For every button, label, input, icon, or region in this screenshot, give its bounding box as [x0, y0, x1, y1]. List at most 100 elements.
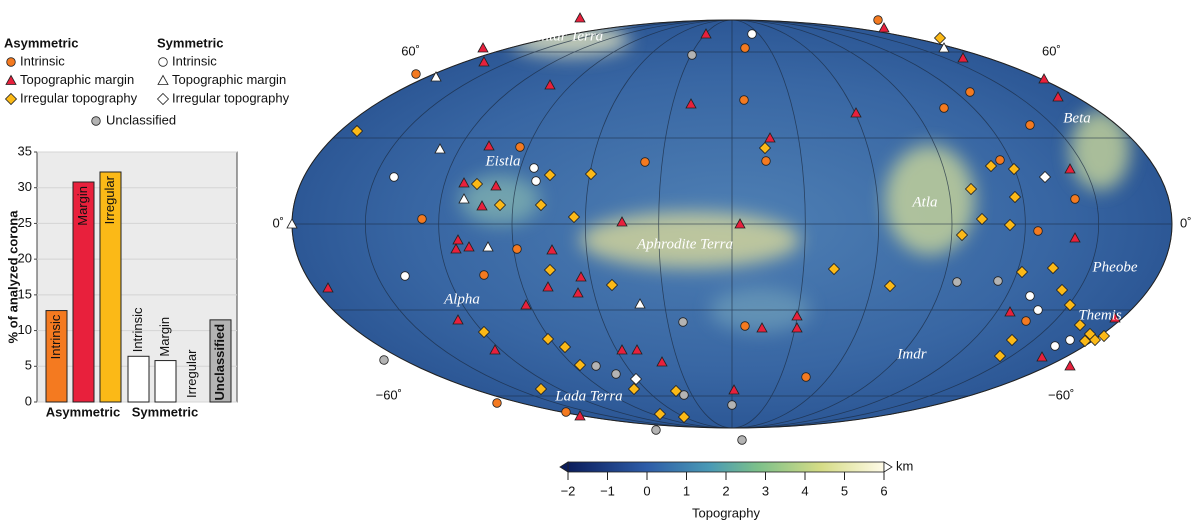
marker: [434, 143, 446, 154]
marker: [1021, 316, 1031, 326]
marker: [542, 281, 554, 292]
marker: [452, 314, 464, 325]
marker: [605, 278, 619, 292]
markers: [286, 12, 1121, 445]
legend-label: Topographic margin: [20, 72, 134, 87]
marker: [627, 382, 641, 396]
y-tick-label: 0: [25, 393, 32, 408]
marker: [574, 12, 586, 23]
y-tick-label: 10: [18, 322, 32, 337]
colorbar-tick-label: 4: [801, 483, 808, 498]
bar-label: Margin: [75, 186, 90, 226]
lat-label: −60˚: [376, 387, 402, 402]
marker: [1038, 73, 1050, 84]
marker: [651, 425, 661, 435]
marker: [700, 28, 712, 39]
marker: [482, 241, 494, 252]
marker: [450, 243, 462, 254]
lat-label: 0˚: [272, 215, 284, 230]
region-label: Eistla: [484, 153, 520, 169]
marker: [529, 163, 539, 173]
marker: [653, 407, 667, 421]
marker: [411, 69, 421, 79]
marker: [1015, 265, 1029, 279]
colorbar-tick-label: 6: [880, 483, 887, 498]
marker: [91, 116, 101, 126]
group-label: Symmetric: [132, 404, 198, 419]
marker: [1008, 190, 1022, 204]
marker: [827, 262, 841, 276]
bar-label: Irregular: [184, 349, 199, 398]
marker: [1052, 91, 1064, 102]
legend-label: Unclassified: [106, 112, 176, 127]
marker: [477, 325, 491, 339]
marker: [512, 244, 522, 254]
marker: [534, 198, 548, 212]
marker: [458, 193, 470, 204]
marker: [534, 382, 548, 396]
marker: [629, 372, 643, 386]
marker: [1065, 335, 1075, 345]
marker: [558, 340, 572, 354]
region-label: Aphrodite Terra: [636, 236, 733, 252]
y-tick-label: 35: [18, 143, 32, 158]
marker: [758, 141, 772, 155]
marker: [573, 358, 587, 372]
marker: [728, 384, 740, 395]
marker: [727, 400, 737, 410]
marker: [1004, 306, 1016, 317]
marker: [572, 287, 584, 298]
marker: [740, 321, 750, 331]
region-label: Pheobe: [1092, 259, 1138, 275]
marker: [640, 157, 650, 167]
marker: [452, 234, 464, 245]
marker: [1069, 232, 1081, 243]
y-tick-label: 30: [18, 179, 32, 194]
marker: [995, 155, 1005, 165]
marker: [740, 43, 750, 53]
marker: [1003, 218, 1017, 232]
region-label: Imdr: [896, 346, 926, 362]
legend-label: Topographic margin: [172, 72, 286, 87]
y-tick-label: 20: [18, 251, 32, 266]
group-label: Asymmetric: [46, 404, 120, 419]
marker: [5, 74, 17, 85]
marker: [1063, 298, 1077, 312]
colorbar-tick-label: −2: [561, 483, 576, 498]
marker: [531, 176, 541, 186]
legend-title: Symmetric: [157, 35, 223, 50]
region-label: Ishtar Terra: [530, 28, 603, 44]
bar-label: Intrinsic: [130, 307, 145, 352]
marker: [584, 167, 598, 181]
bar: [45, 310, 68, 403]
marker: [158, 57, 168, 67]
marker: [933, 31, 947, 45]
marker: [656, 356, 668, 367]
colorbar-arrow: [883, 461, 893, 473]
marker: [541, 332, 555, 346]
y-tick-label: 25: [18, 215, 32, 230]
marker: [478, 56, 490, 67]
marker: [470, 177, 484, 191]
marker: [546, 244, 558, 255]
colorbar-tick-label: 5: [841, 483, 848, 498]
marker: [1073, 318, 1087, 332]
marker: [677, 410, 691, 424]
bar-label: Intrinsic: [48, 314, 63, 359]
marker: [591, 361, 601, 371]
marker: [417, 214, 427, 224]
bar: [127, 355, 150, 403]
marker: [965, 87, 975, 97]
marker: [938, 42, 950, 53]
marker: [561, 407, 571, 417]
bar-label: Irregular: [102, 175, 117, 224]
marker: [463, 241, 475, 252]
marker: [574, 410, 586, 421]
marker: [4, 92, 18, 106]
marker: [1055, 283, 1069, 297]
region-label: Atla: [912, 194, 938, 210]
marker: [400, 271, 410, 281]
marker: [761, 156, 771, 166]
lat-label: 0˚: [1180, 215, 1192, 230]
